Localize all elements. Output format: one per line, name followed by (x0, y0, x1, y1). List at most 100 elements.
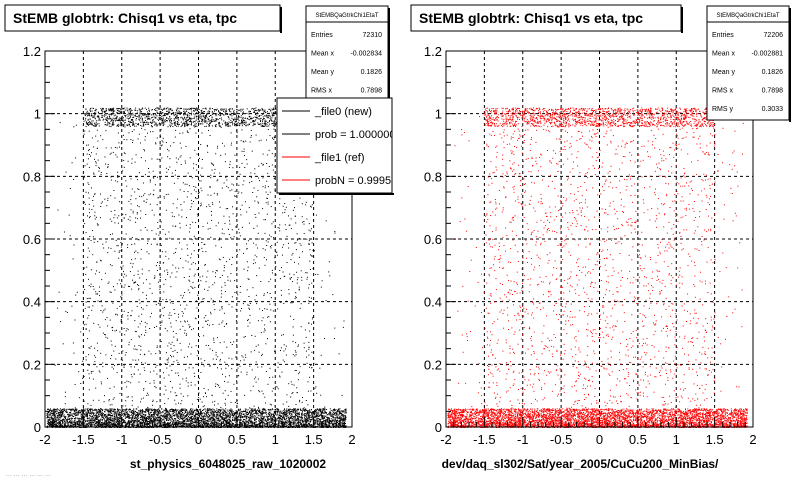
scatter-point (94, 419, 96, 421)
scatter-point (287, 409, 289, 411)
scatter-point (335, 421, 337, 423)
scatter-point (181, 416, 183, 418)
scatter-point (272, 416, 274, 418)
scatter-point (52, 414, 54, 416)
scatter-point (114, 410, 116, 412)
scatter-point (110, 417, 112, 419)
scatter-point (269, 419, 271, 420)
scatter-point (87, 408, 89, 410)
scatter-point (268, 412, 270, 414)
scatter-point (149, 424, 151, 426)
scatter-point (119, 417, 121, 419)
scatter-point (229, 414, 231, 415)
scatter-point (148, 413, 150, 415)
scatter-point (172, 424, 174, 426)
scatter-point (302, 423, 304, 425)
scatter-point (177, 425, 179, 427)
scatter-point (178, 423, 179, 425)
scatter-point (334, 425, 336, 427)
scatter-point (330, 420, 332, 422)
scatter-point (104, 422, 106, 424)
scatter-point (239, 414, 241, 416)
scatter-point (278, 423, 280, 425)
scatter-point (59, 409, 61, 411)
scatter-point (275, 411, 277, 413)
scatter-point (292, 424, 294, 425)
scatter-point (108, 421, 110, 423)
scatter-point (150, 415, 152, 417)
scatter-point (233, 424, 235, 426)
scatter-point (166, 414, 168, 416)
scatter-point (279, 418, 281, 419)
scatter-point (293, 420, 295, 422)
scatter-point (216, 420, 218, 422)
scatter-point (277, 414, 279, 416)
scatter-point (163, 425, 165, 427)
scatter-point (97, 416, 99, 418)
scatter-point (240, 414, 242, 416)
scatter-point (115, 411, 117, 413)
scatter-point (58, 423, 60, 425)
scatter-point (153, 408, 155, 410)
scatter-point (247, 422, 249, 424)
scatter-point (50, 411, 52, 413)
scatter-point (306, 414, 308, 416)
scatter-point (122, 425, 124, 427)
scatter-point (114, 412, 116, 414)
scatter-point (315, 411, 317, 413)
scatter-point (94, 418, 96, 420)
scatter-point (128, 411, 130, 413)
scatter-point (49, 414, 51, 416)
scatter-point (286, 422, 288, 424)
scatter-point (56, 410, 58, 412)
scatter-point (200, 420, 202, 422)
scatter-point (195, 417, 197, 419)
scatter-point (324, 424, 325, 426)
scatter-point (190, 417, 192, 419)
scatter-point (338, 408, 339, 410)
scatter-point (71, 423, 73, 425)
scatter-point (200, 417, 201, 419)
scatter-point (297, 416, 299, 417)
scatter-point (201, 413, 203, 415)
scatter-point (260, 412, 261, 414)
scatter-point (341, 418, 343, 420)
scatter-point (222, 408, 224, 410)
scatter-point (242, 410, 244, 412)
scatter-point (184, 422, 186, 424)
scatter-point (305, 408, 307, 410)
scatter-point (343, 414, 345, 416)
scatter-point (256, 414, 258, 416)
scatter-point (229, 417, 231, 419)
scatter-point (210, 417, 212, 419)
scatter-point (330, 418, 332, 420)
scatter-point (280, 418, 282, 420)
scatter-point (178, 413, 180, 414)
scatter-point (60, 417, 61, 419)
scatter-point (314, 413, 316, 415)
scatter-point (341, 420, 343, 422)
scatter-point (246, 416, 248, 418)
scatter-point (47, 416, 48, 418)
scatter-point (124, 424, 126, 426)
scatter-point (311, 415, 313, 417)
scatter-point (68, 416, 70, 418)
scatter-point (95, 417, 97, 419)
scatter-point (173, 409, 175, 410)
scatter-point (69, 414, 71, 416)
scatter-point (275, 424, 277, 426)
scatter-point (143, 414, 145, 416)
scatter-point (264, 423, 266, 425)
scatter-point (318, 421, 320, 423)
scatter-point (107, 419, 109, 421)
scatter-point (217, 414, 219, 416)
scatter-point (257, 413, 259, 415)
scatter-point (251, 420, 253, 422)
scatter-point (339, 424, 341, 426)
scatter-point (304, 420, 306, 421)
scatter-point (63, 425, 65, 427)
scatter-point (328, 414, 330, 416)
scatter-point (183, 413, 185, 415)
scatter-point (224, 418, 226, 420)
scatter-point (212, 415, 214, 417)
